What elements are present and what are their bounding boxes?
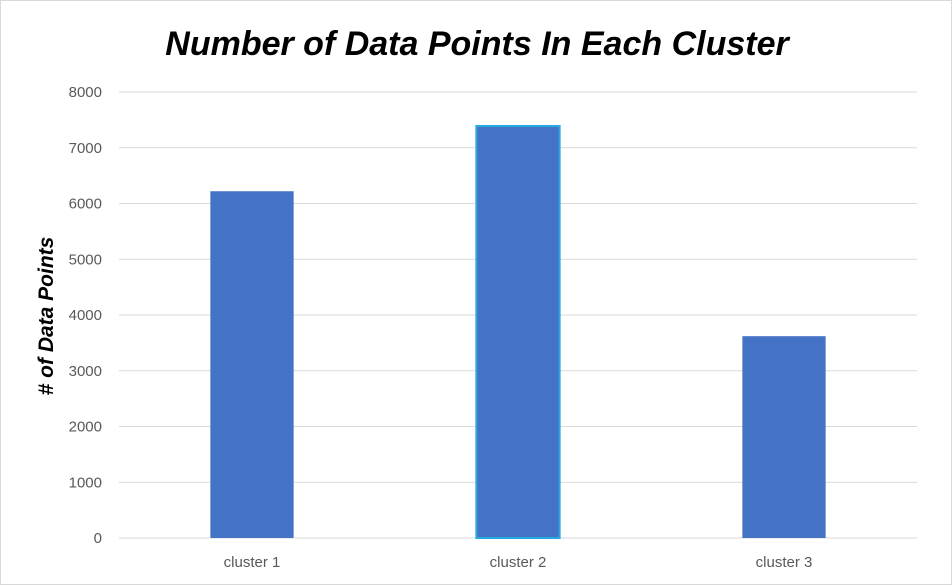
bar-cluster-1[interactable] <box>210 191 294 539</box>
x-tick-label: cluster 3 <box>756 554 813 571</box>
y-tick-label: 5000 <box>69 251 102 268</box>
y-tick-label: 4000 <box>69 307 102 324</box>
x-tick-label: cluster 1 <box>224 554 281 571</box>
bar-cluster-3[interactable] <box>742 336 826 538</box>
y-axis-label: # of Data Points <box>35 237 58 396</box>
chart-title: Number of Data Points In Each Cluster <box>165 25 790 63</box>
y-tick-label: 2000 <box>69 419 102 436</box>
y-tick-label: 3000 <box>69 363 102 380</box>
y-tick-label: 7000 <box>69 140 102 157</box>
x-axis-ticks: cluster 1 cluster 2 cluster 3 <box>224 554 813 571</box>
x-tick-label: cluster 2 <box>490 554 547 571</box>
y-axis-ticks: 0 1000 2000 3000 4000 5000 6000 7000 8000 <box>69 84 102 547</box>
bar-cluster-2[interactable] <box>475 125 561 539</box>
y-tick-label: 1000 <box>69 474 102 491</box>
bars <box>210 125 826 539</box>
y-tick-label: 8000 <box>69 84 102 101</box>
y-tick-label: 0 <box>94 530 102 547</box>
y-tick-label: 6000 <box>69 196 102 213</box>
